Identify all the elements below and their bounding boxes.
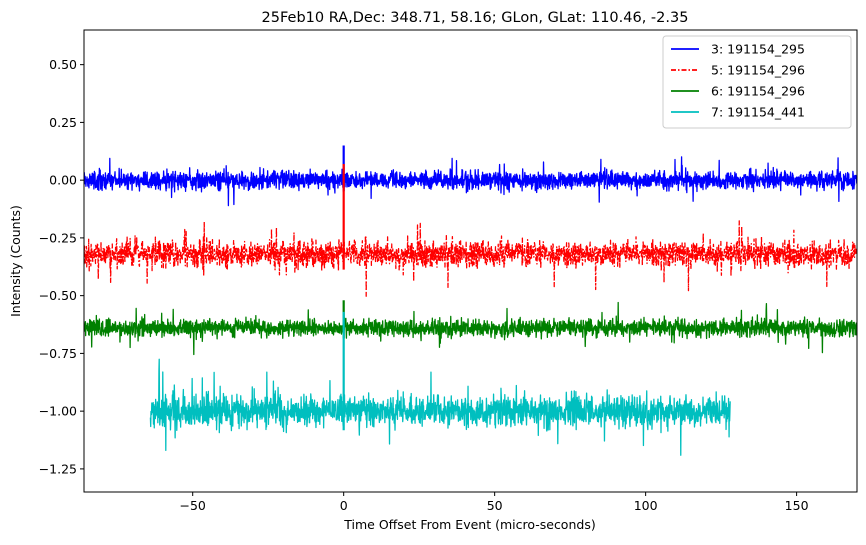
x-tick-label: 100: [634, 498, 658, 513]
legend-box: [662, 35, 852, 129]
chart-title: 25Feb10 RA,Dec: 348.71, 58.16; GLon, GLa…: [262, 10, 689, 26]
y-tick-label: −0.25: [39, 230, 77, 245]
y-tick-label: 0.00: [49, 173, 77, 188]
series-line-3: [84, 301, 857, 356]
x-tick-label: −50: [180, 498, 206, 513]
y-tick-label: −1.00: [39, 404, 77, 419]
y-tick-label: −0.50: [39, 288, 77, 303]
legend: 3: 191154_295 5: 191154_296 6: 191154_296 7…: [662, 35, 852, 129]
plot-frame: [83, 29, 858, 493]
y-tick-label: 0.25: [49, 115, 77, 130]
legend-label: 3: 191154_295: [711, 42, 805, 57]
x-axis-label: Time Offset From Event (micro-seconds): [343, 517, 595, 532]
y-tick-label: −0.75: [39, 346, 77, 361]
x-tick-label: 50: [487, 498, 503, 513]
y-axis-label: Intensity (Counts): [8, 205, 23, 317]
series-line-1: [84, 156, 857, 207]
y-axis: 0.50 0.25 0.00 −0.25 −0.50 −0.75 −1.00 −1.25: [39, 57, 84, 476]
legend-label: 7: 191154_441: [711, 105, 805, 120]
plot-area: [84, 145, 857, 456]
legend-label: 5: 191154_296: [711, 63, 805, 78]
x-tick-label: 150: [785, 498, 809, 513]
legend-label: 6: 191154_296: [711, 84, 805, 99]
x-tick-label: 0: [340, 498, 348, 513]
y-tick-label: 0.50: [49, 57, 77, 72]
series-line-2: [84, 220, 857, 297]
y-tick-label: −1.25: [39, 461, 77, 476]
series-line-4: [149, 358, 731, 456]
x-axis: −50 0 50 100 150: [180, 492, 809, 513]
